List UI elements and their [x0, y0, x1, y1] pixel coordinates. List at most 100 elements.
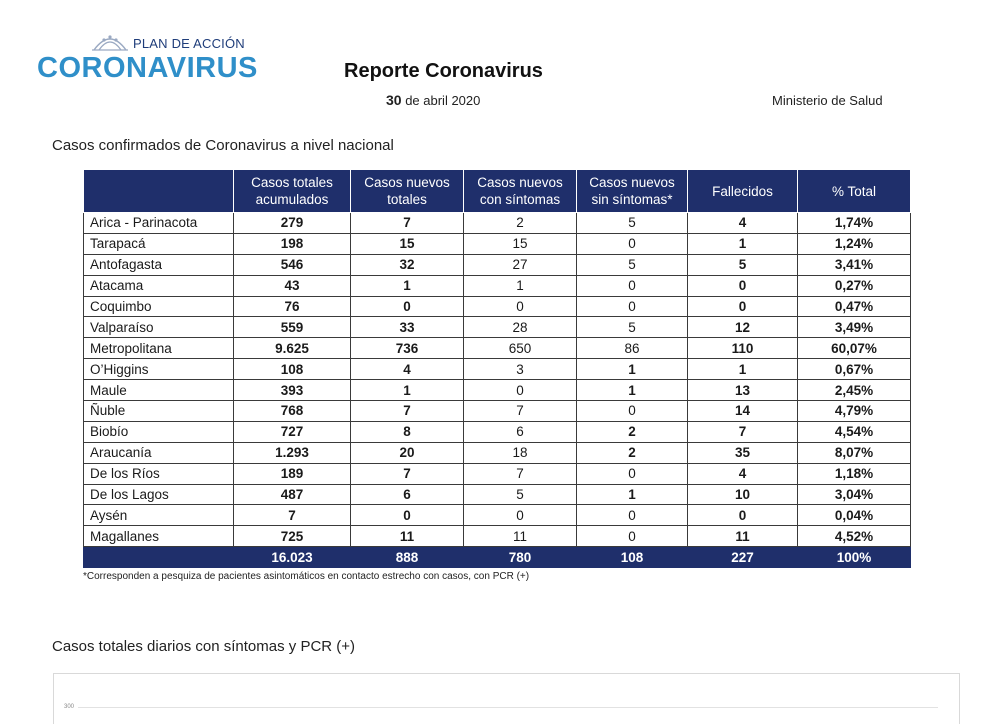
cell-new-total: 7 — [350, 212, 464, 234]
total-cell-new-symptoms: 780 — [463, 546, 577, 569]
cell-percent: 0,04% — [797, 504, 911, 527]
cell-new-symptoms: 15 — [463, 232, 577, 255]
cell-new-symptoms: 650 — [463, 337, 577, 360]
header-row: Casos totales acumulados Casos nuevos to… — [83, 170, 911, 213]
table-row: Arica - Parinacota 279 7 2 5 4 1,74% — [83, 212, 911, 234]
total-cell-region — [83, 546, 234, 569]
report-date: 30 de abril 2020 — [386, 92, 480, 108]
cell-deaths: 7 — [687, 420, 798, 443]
cell-new-no-symptoms: 0 — [576, 232, 688, 255]
cell-region: Antofagasta — [83, 253, 234, 276]
cell-region: Coquimbo — [83, 295, 234, 318]
cell-region: Magallanes — [83, 525, 234, 548]
cell-new-symptoms: 1 — [463, 274, 577, 297]
cell-total: 76 — [233, 295, 351, 318]
chart-gridline — [78, 707, 938, 708]
cell-new-no-symptoms: 86 — [576, 337, 688, 360]
cell-new-total: 4 — [350, 358, 464, 381]
cases-table-head: Casos totales acumulados Casos nuevos to… — [83, 170, 911, 213]
table-row: Coquimbo 76 0 0 0 0 0,47% — [83, 295, 911, 318]
cell-new-symptoms: 0 — [463, 504, 577, 527]
table-row: O’Higgins 108 4 3 1 1 0,67% — [83, 358, 911, 381]
cell-total: 393 — [233, 379, 351, 402]
cell-new-no-symptoms: 0 — [576, 462, 688, 485]
cell-new-no-symptoms: 5 — [576, 212, 688, 234]
cell-total: 559 — [233, 316, 351, 339]
cell-region: Biobío — [83, 420, 234, 443]
cell-deaths: 14 — [687, 400, 798, 422]
cell-deaths: 1 — [687, 232, 798, 255]
cell-new-no-symptoms: 1 — [576, 358, 688, 381]
logo-wordmark: CORONAVIRUS — [37, 52, 258, 84]
table-row: Araucanía 1.293 20 18 2 35 8,07% — [83, 441, 911, 464]
dome-logo-icon — [92, 35, 128, 51]
cell-new-total: 20 — [350, 441, 464, 464]
cell-new-no-symptoms: 1 — [576, 379, 688, 402]
cell-new-total: 7 — [350, 400, 464, 422]
total-cell-new-no-symptoms: 108 — [576, 546, 688, 569]
cell-deaths: 10 — [687, 483, 798, 506]
table-row: Biobío 727 8 6 2 7 4,54% — [83, 420, 911, 443]
cell-new-total: 0 — [350, 504, 464, 527]
total-cell-new-total: 888 — [350, 546, 464, 569]
cell-new-symptoms: 3 — [463, 358, 577, 381]
cell-percent: 0,67% — [797, 358, 911, 381]
cell-new-symptoms: 28 — [463, 316, 577, 339]
cell-deaths: 1 — [687, 358, 798, 381]
table-row: Ñuble 768 7 7 0 14 4,79% — [83, 400, 911, 422]
cell-region: Ñuble — [83, 400, 234, 422]
cell-new-total: 1 — [350, 274, 464, 297]
table-row: Metropolitana 9.625 736 650 86 110 60,07% — [83, 337, 911, 360]
cell-deaths: 110 — [687, 337, 798, 360]
column-header-new-no-symptoms: Casos nuevos sin síntomas* — [576, 170, 688, 213]
table-row: De los Lagos 487 6 5 1 10 3,04% — [83, 483, 911, 506]
cell-total: 487 — [233, 483, 351, 506]
cell-deaths: 13 — [687, 379, 798, 402]
cell-new-no-symptoms: 0 — [576, 274, 688, 297]
cell-percent: 4,79% — [797, 400, 911, 422]
cell-new-total: 32 — [350, 253, 464, 276]
cell-new-no-symptoms: 2 — [576, 441, 688, 464]
cell-deaths: 0 — [687, 504, 798, 527]
cell-new-total: 736 — [350, 337, 464, 360]
cell-new-total: 11 — [350, 525, 464, 548]
section-title: Casos confirmados de Coronavirus a nivel… — [52, 137, 394, 154]
cell-region: Tarapacá — [83, 232, 234, 255]
table-row: Valparaíso 559 33 28 5 12 3,49% — [83, 316, 911, 339]
column-header-deaths: Fallecidos — [687, 170, 798, 213]
cell-new-symptoms: 0 — [463, 295, 577, 318]
cell-new-symptoms: 7 — [463, 462, 577, 485]
cell-region: Valparaíso — [83, 316, 234, 339]
table-row: Magallanes 725 11 11 0 11 4,52% — [83, 525, 911, 548]
cell-new-symptoms: 2 — [463, 212, 577, 234]
cell-deaths: 11 — [687, 525, 798, 548]
cell-percent: 3,41% — [797, 253, 911, 276]
cell-total: 108 — [233, 358, 351, 381]
cell-new-symptoms: 18 — [463, 441, 577, 464]
cell-total: 43 — [233, 274, 351, 297]
report-date-rest: de abril 2020 — [401, 93, 481, 108]
total-cell-percent: 100% — [797, 546, 911, 569]
cell-total: 546 — [233, 253, 351, 276]
table-row: Maule 393 1 0 1 13 2,45% — [83, 379, 911, 402]
table-row: Atacama 43 1 1 0 0 0,27% — [83, 274, 911, 297]
cell-percent: 60,07% — [797, 337, 911, 360]
cell-percent: 1,74% — [797, 212, 911, 234]
cell-region: O’Higgins — [83, 358, 234, 381]
cell-new-no-symptoms: 0 — [576, 504, 688, 527]
cell-total: 189 — [233, 462, 351, 485]
cell-new-no-symptoms: 5 — [576, 253, 688, 276]
cell-total: 725 — [233, 525, 351, 548]
chart-frame — [53, 673, 960, 724]
footnote: *Corresponden a pesquiza de pacientes as… — [83, 571, 530, 582]
cell-total: 279 — [233, 212, 351, 234]
cell-new-symptoms: 7 — [463, 400, 577, 422]
cases-table-body: Arica - Parinacota 279 7 2 5 4 1,74% Tarapacá 19… — [83, 212, 911, 569]
column-header-new-symptoms: Casos nuevos con síntomas — [463, 170, 577, 213]
report-title: Reporte Coronavirus — [344, 60, 543, 82]
cell-total: 198 — [233, 232, 351, 255]
cell-region: Metropolitana — [83, 337, 234, 360]
cell-new-symptoms: 0 — [463, 379, 577, 402]
cell-region: De los Lagos — [83, 483, 234, 506]
cell-region: Atacama — [83, 274, 234, 297]
